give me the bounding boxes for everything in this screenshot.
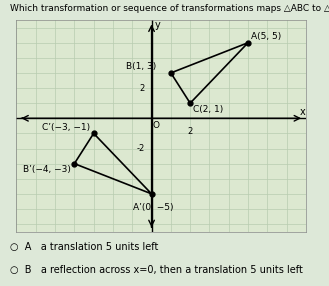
Text: C(2, 1): C(2, 1) xyxy=(193,105,223,114)
Text: y: y xyxy=(155,19,160,29)
Text: Which transformation or sequence of transformations maps △ABC to △A’B’C’ ?: Which transformation or sequence of tran… xyxy=(10,4,329,13)
Text: O: O xyxy=(153,121,160,130)
Text: B(1, 3): B(1, 3) xyxy=(126,62,157,72)
Text: ○  B   a reflection across x=0, then a translation 5 units left: ○ B a reflection across x=0, then a tran… xyxy=(10,265,303,275)
Text: A(5, 5): A(5, 5) xyxy=(251,32,281,41)
Text: 2: 2 xyxy=(139,84,145,93)
Text: x: x xyxy=(299,107,305,117)
Text: A’(0, −5): A’(0, −5) xyxy=(133,203,174,212)
Text: B’(−4, −3): B’(−4, −3) xyxy=(23,165,70,174)
Text: 2: 2 xyxy=(188,127,193,136)
Text: ○  A   a translation 5 units left: ○ A a translation 5 units left xyxy=(10,242,158,252)
Text: -2: -2 xyxy=(137,144,145,153)
Text: C’(−3, −1): C’(−3, −1) xyxy=(42,123,90,132)
